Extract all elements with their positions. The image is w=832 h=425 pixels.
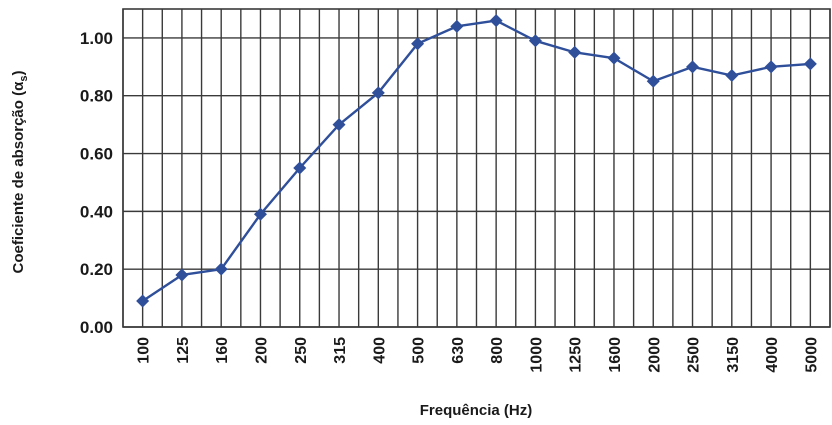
x-tick-label: 4000 xyxy=(764,337,781,373)
x-tick-label: 2000 xyxy=(646,337,663,373)
x-tick-label: 500 xyxy=(411,337,428,364)
y-tick-label: 0.60 xyxy=(80,145,113,164)
y-axis-label-close: ) xyxy=(10,71,27,76)
data-point xyxy=(214,262,228,276)
y-tick-labels: 0.00 0.20 0.40 0.60 0.80 1.00 xyxy=(80,29,113,337)
data-point xyxy=(371,86,385,100)
series-layer xyxy=(136,14,817,308)
data-point xyxy=(489,14,503,28)
y-tick-label: 0.40 xyxy=(80,202,113,221)
x-tick-label: 800 xyxy=(489,337,506,364)
data-point xyxy=(450,19,464,33)
plot-frame xyxy=(122,8,831,328)
data-point xyxy=(411,37,425,51)
x-tick-label: 100 xyxy=(136,337,153,364)
data-point xyxy=(725,68,739,82)
x-tick-label: 3150 xyxy=(725,337,742,373)
x-tick-label: 2500 xyxy=(686,337,703,373)
data-point xyxy=(293,161,307,175)
y-tick-label: 1.00 xyxy=(80,29,113,48)
x-tick-label: 160 xyxy=(214,337,231,364)
x-tick-label: 5000 xyxy=(803,337,820,373)
x-tick-label: 1250 xyxy=(568,337,585,373)
data-point xyxy=(803,57,817,71)
data-point xyxy=(528,34,542,48)
data-point xyxy=(764,60,778,74)
x-tick-label: 200 xyxy=(253,337,270,364)
data-point xyxy=(646,74,660,88)
x-tick-label: 1000 xyxy=(528,337,545,373)
grid-layer xyxy=(122,8,831,328)
x-tick-label: 1600 xyxy=(607,337,624,373)
data-point xyxy=(136,294,150,308)
x-tick-label: 125 xyxy=(175,337,192,364)
data-point xyxy=(607,51,621,65)
series-line xyxy=(141,19,811,302)
y-axis-label-main: Coeficiente de absorção (α xyxy=(10,81,27,274)
x-tick-label: 315 xyxy=(332,337,349,364)
data-point xyxy=(686,60,700,74)
x-tick-label: 630 xyxy=(450,337,467,364)
data-point xyxy=(568,45,582,59)
y-tick-label: 0.80 xyxy=(80,87,113,106)
y-tick-label: 0.20 xyxy=(80,260,113,279)
data-point xyxy=(175,268,189,282)
x-tick-labels: 100 125 160 200 250 315 400 500 630 800 1000 1250 16… xyxy=(136,337,821,373)
data-point xyxy=(253,207,267,221)
y-tick-label: 0.00 xyxy=(80,318,113,337)
y-axis-label-subscript: s xyxy=(18,76,30,82)
data-point xyxy=(332,118,346,132)
x-tick-label: 250 xyxy=(293,337,310,364)
y-axis-label: Coeficiente de absorção (αs) xyxy=(10,71,30,274)
x-tick-label: 400 xyxy=(371,337,388,364)
x-axis-label: Frequência (Hz) xyxy=(420,402,533,419)
